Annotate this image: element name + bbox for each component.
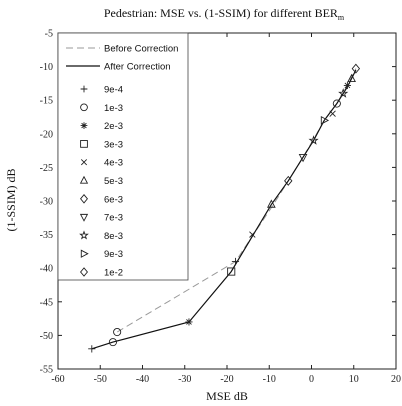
data-point-4e-3 [249,231,256,238]
x-tick-label: -50 [94,374,107,385]
legend-box [57,32,189,281]
x-axis-label: MSE dB [206,389,248,403]
legend-label: 9e-4 [104,85,123,96]
y-tick-label: -45 [40,297,53,308]
legend-marker-5e-3 [79,175,89,184]
x-tick-label: 0 [309,374,314,385]
x-tick-label: -20 [220,374,233,385]
y-tick-label: -35 [40,230,53,241]
y-tick-label: -50 [40,331,53,342]
legend-label: 6e-3 [104,194,123,205]
legend-marker-9e-3 [80,249,89,258]
y-tick-label: -55 [40,365,53,376]
legend-items: Before Correction After Correction 9e-4 1e-… [66,44,178,279]
legend-label: 9e-3 [104,249,123,260]
data-point-extra-5 [343,81,352,90]
legend-label: 8e-3 [104,231,123,242]
data-point-5e-3 [267,199,276,208]
legend-marker-1e-3 [80,103,88,112]
data-point-1e-3 [108,338,117,347]
data-point-9e-3 [320,116,330,125]
title-main: Pedestrian: MSE vs. (1-SSIM) for differe… [104,6,338,20]
data-point-1e-2 [351,63,361,74]
legend-label: Before Correction [104,44,178,55]
legend-marker-6e-3 [80,194,88,204]
legend-label: 5e-3 [104,176,123,187]
y-axis: -55 -50 -45 -40 -35 -30 -25 -20 -15 -10 -5 [40,29,396,376]
legend-label: 7e-3 [104,213,123,224]
series-layer [91,68,357,350]
data-point-extra-1 [231,257,240,266]
legend-label: 4e-3 [104,158,123,169]
legend-label: 3e-3 [104,139,123,150]
legend-marker-8e-3 [79,230,89,240]
y-axis-label: (1-SSIM) dB [4,168,18,231]
legend-marker-3e-3 [80,140,88,148]
title-subscript: m [338,13,345,22]
data-point-2e-3 [185,318,193,326]
legend: Before Correction After Correction 9e-4 1e-… [57,32,189,281]
legend-marker-9e-4 [80,85,88,93]
series-line-after-correction [91,69,357,350]
legend-marker-7e-3 [79,213,89,222]
marker-layer [88,63,361,353]
x-tick-label: 20 [391,374,401,385]
data-point-9e-4 [88,345,96,353]
legend-label: 1e-3 [104,103,123,114]
data-point-8e-3 [308,135,319,145]
legend-label: 1e-2 [104,268,123,279]
x-tick-label: -10 [263,374,276,385]
chart-title: Pedestrian: MSE vs. (1-SSIM) for differe… [104,6,345,22]
legend-marker-2e-3 [80,122,88,129]
x-tick-label: -30 [178,374,191,385]
data-point-7e-3 [298,153,308,163]
data-point-extra-0 [113,327,122,337]
data-point-extra-2 [329,110,336,117]
data-point-extra-3 [332,99,341,108]
x-tick-label: -40 [136,374,149,385]
y-tick-label: -20 [40,129,53,140]
y-tick-label: -40 [40,264,53,275]
data-point-3e-3 [227,267,236,276]
legend-marker-4e-3 [80,159,88,166]
legend-label: 2e-3 [104,121,123,132]
y-tick-label: -5 [45,29,53,40]
legend-label: After Correction [104,62,171,73]
data-point-extra-6 [347,73,356,83]
x-tick-label: -60 [51,374,64,385]
data-point-6e-3 [284,175,293,186]
y-tick-label: -15 [40,96,53,107]
y-tick-label: -10 [40,62,53,73]
legend-marker-1e-2 [80,267,88,277]
y-tick-label: -25 [40,163,53,174]
x-tick-label: 10 [349,374,359,385]
data-point-extra-4 [338,88,349,98]
y-tick-label: -30 [40,197,53,208]
